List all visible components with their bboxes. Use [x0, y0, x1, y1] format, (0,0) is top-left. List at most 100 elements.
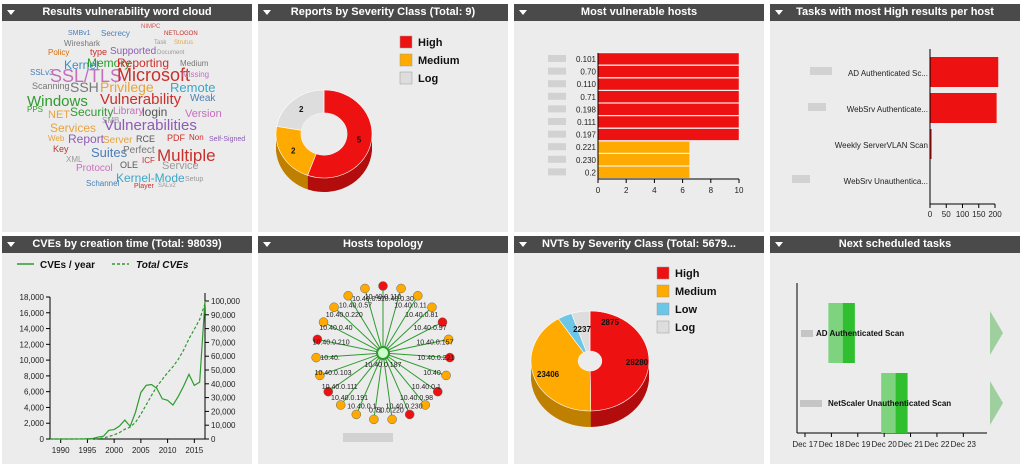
word-cloud-word[interactable]: Security: [70, 105, 114, 119]
topology-node-label: 10.40.0.98: [400, 395, 433, 402]
topology-link: [382, 288, 402, 354]
panel-header[interactable]: Reports by Severity Class (Total: 9): [258, 4, 508, 21]
donut-hole: [578, 351, 602, 371]
word-cloud-word[interactable]: Web: [48, 134, 65, 143]
y-tick-label: 16,000: [20, 309, 45, 318]
word-cloud-word[interactable]: NETLOGON: [164, 31, 198, 37]
word-cloud-word[interactable]: Wireshark: [64, 39, 101, 48]
word-cloud-word[interactable]: NIMPC: [141, 24, 161, 30]
word-cloud-word[interactable]: Scanning: [32, 81, 70, 91]
panel-header[interactable]: Results vulnerability word cloud: [2, 4, 252, 21]
word-cloud-word[interactable]: Service: [162, 160, 199, 172]
panel-header[interactable]: Hosts topology: [258, 236, 508, 253]
word-cloud-word[interactable]: XML: [66, 155, 83, 164]
word-cloud-word[interactable]: Vulnerability: [100, 91, 182, 108]
chevron-down-icon[interactable]: [7, 10, 15, 15]
word-cloud-word[interactable]: Multiple: [157, 146, 216, 165]
word-cloud-word[interactable]: SMBv1: [68, 30, 91, 37]
topology-node: [387, 414, 397, 425]
chevron-down-icon[interactable]: [519, 10, 527, 15]
word-cloud-word[interactable]: Report: [68, 132, 105, 146]
chevron-down-icon[interactable]: [263, 10, 271, 15]
topology-node: [311, 352, 321, 363]
word-cloud-word[interactable]: Microsoft: [117, 65, 191, 85]
word-cloud-word[interactable]: Windows: [27, 93, 88, 110]
chevron-down-icon[interactable]: [263, 242, 271, 247]
word-cloud-word[interactable]: Strutus: [174, 40, 194, 46]
panel-header[interactable]: Tasks with most High results per host: [770, 4, 1020, 21]
panel-header[interactable]: CVEs by creation time (Total: 98039): [2, 236, 252, 253]
word-cloud-word[interactable]: Schannel: [86, 179, 120, 188]
word-cloud-word[interactable]: SSL/TLS: [50, 66, 123, 86]
x-tick-label: 100: [956, 210, 970, 219]
word-cloud-word[interactable]: Reporting: [117, 56, 170, 70]
panel-header[interactable]: NVTs by Severity Class (Total: 5679...: [514, 236, 764, 253]
word-cloud-word[interactable]: PPS: [27, 105, 44, 114]
word-cloud-word[interactable]: login: [142, 105, 168, 119]
topology-node-label: 10.40.0.210: [313, 339, 350, 346]
word-cloud-word[interactable]: Supported: [110, 46, 157, 57]
word-cloud-word[interactable]: Key: [53, 144, 69, 154]
word-cloud-word[interactable]: Document: [157, 50, 185, 56]
word-cloud-word[interactable]: SALv2: [158, 183, 176, 189]
word-cloud-word[interactable]: Server: [103, 135, 133, 146]
word-cloud-word[interactable]: Task: [154, 40, 167, 46]
word-cloud-word[interactable]: Suites: [91, 145, 128, 160]
word-cloud-word[interactable]: NET: [48, 109, 70, 121]
word-cloud-word[interactable]: type: [90, 47, 108, 57]
word-cloud-word[interactable]: Player: [134, 183, 154, 190]
word-cloud-word[interactable]: Memory: [87, 56, 131, 70]
word-cloud-word[interactable]: Kernel-Mode: [116, 171, 185, 185]
word-cloud-word[interactable]: RCE: [136, 134, 156, 144]
panel-header[interactable]: Most vulnerable hosts: [514, 4, 764, 21]
topology-node-label: 10.40.0.40: [319, 325, 352, 332]
panel-title: Next scheduled tasks: [838, 238, 952, 250]
word-cloud-word[interactable]: ICF: [142, 156, 155, 165]
word-cloud-word[interactable]: Weak: [190, 93, 216, 104]
topology-node-label: 0.71: [369, 407, 383, 414]
topology-link: [382, 352, 450, 359]
word-cloud-word[interactable]: Non: [189, 133, 204, 142]
x-tick-label: Dec 18: [819, 440, 845, 449]
word-cloud-word[interactable]: SMB: [102, 116, 120, 125]
bar: [597, 65, 740, 78]
word-cloud-word[interactable]: Policy: [48, 48, 70, 57]
word-cloud-word[interactable]: Vulnerabilities: [104, 117, 197, 134]
word-cloud-word[interactable]: Medium: [180, 59, 209, 68]
word-cloud-word[interactable]: Setup: [185, 176, 204, 183]
schedule-task-label: AD Authenticated Scan: [816, 329, 904, 338]
x-tick-label: 0: [928, 210, 933, 219]
word-cloud-word[interactable]: Secrecy: [101, 29, 130, 38]
word-cloud-word[interactable]: PDF: [167, 133, 185, 143]
next-arrow-icon: [990, 311, 1003, 355]
topology-node-label: 10.40.0.1: [347, 403, 376, 410]
chevron-down-icon[interactable]: [519, 242, 527, 247]
host-label: 0.101: [576, 55, 597, 64]
word-cloud-word[interactable]: Library: [113, 106, 144, 117]
legend-label: Log: [675, 322, 695, 334]
word-cloud-word[interactable]: Services: [50, 121, 97, 135]
word-cloud-word[interactable]: Self-Signed: [209, 136, 246, 143]
word-cloud-word[interactable]: SSLv3: [30, 68, 54, 77]
word-cloud-word[interactable]: SSH: [70, 79, 99, 95]
word-cloud-word[interactable]: Version: [185, 108, 222, 120]
word-cloud-word[interactable]: Perfect: [123, 145, 155, 156]
chevron-down-icon[interactable]: [775, 242, 783, 247]
chevron-down-icon[interactable]: [775, 10, 783, 15]
panel-header[interactable]: Next scheduled tasks: [770, 236, 1020, 253]
topology-node-label: 10.40.0.97: [352, 296, 385, 303]
redacted-label: [548, 143, 566, 151]
word-cloud-word[interactable]: Kernel: [64, 58, 99, 72]
word-cloud-word[interactable]: Protocol: [76, 163, 113, 174]
word-cloud-word[interactable]: Remote: [170, 80, 216, 95]
word-cloud-word[interactable]: Missing: [182, 70, 210, 79]
word-cloud-word[interactable]: Privilege: [100, 79, 154, 95]
y-tick-label: 2,000: [24, 419, 45, 428]
host-label: 0.221: [576, 143, 597, 152]
word-cloud-word[interactable]: OLE: [120, 160, 139, 170]
chevron-down-icon[interactable]: [7, 242, 15, 247]
legend-swatch: [399, 35, 413, 49]
topology-link: [373, 352, 384, 420]
bar: [930, 129, 932, 159]
task-label: WebSrv Unauthentica...: [844, 177, 928, 186]
